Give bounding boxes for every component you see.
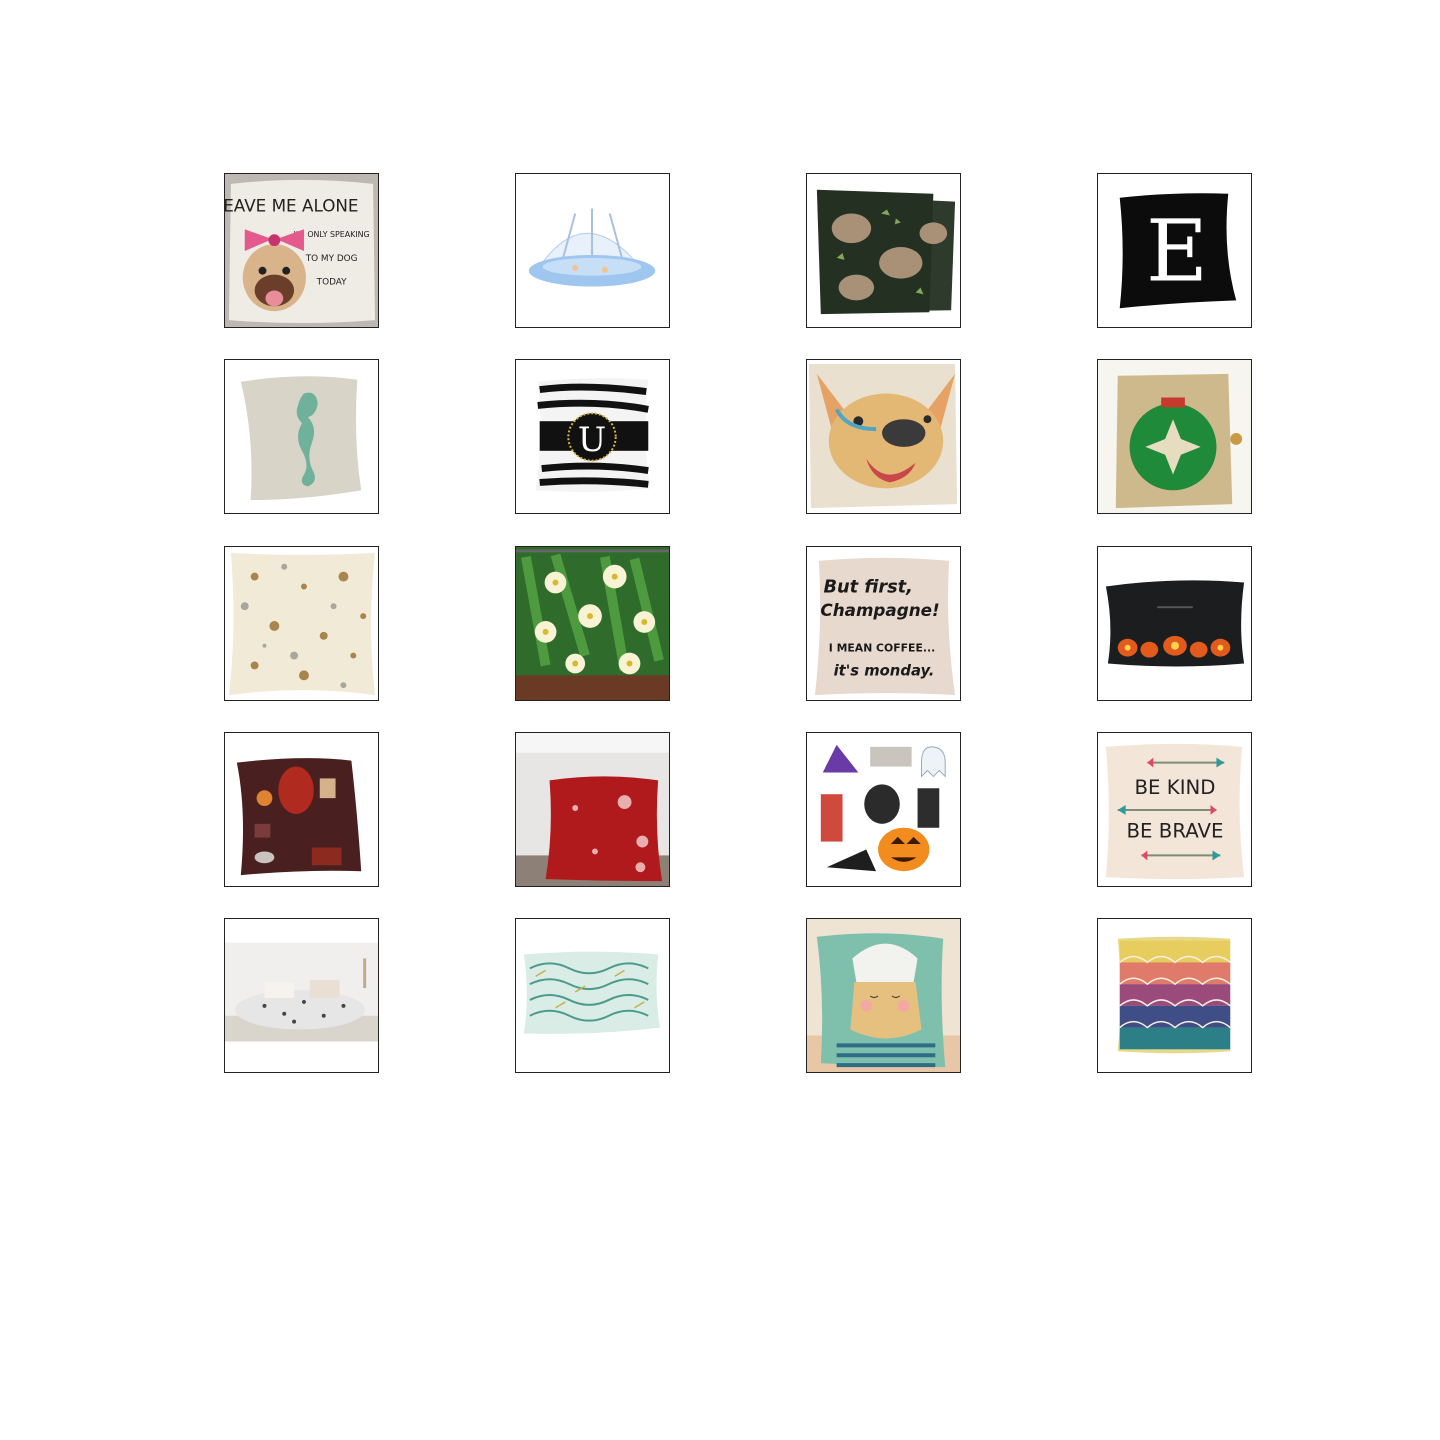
champagne-quote-pillow-icon: But first, Champagne! I MEAN COFFEE... i… <box>807 547 960 700</box>
monogram-letter: U <box>578 420 606 459</box>
product-tile-15[interactable] <box>806 732 961 887</box>
product-tile-14[interactable] <box>515 732 670 887</box>
product-tile-2[interactable] <box>515 173 670 328</box>
sequin-ornament-pillow-icon <box>1098 360 1251 513</box>
pillow-line: TODAY <box>316 278 347 288</box>
pillow-headline: But first, <box>824 577 913 597</box>
pillow-headline: BE KIND <box>1134 776 1215 799</box>
monogram-letter: E <box>1146 203 1208 302</box>
product-tile-8[interactable] <box>1097 359 1252 514</box>
leaf-lumbar-pillow-icon <box>516 919 669 1072</box>
terrazzo-pillow-icon <box>225 547 378 700</box>
halloween-lumbar-pillow-icon <box>1098 547 1251 700</box>
halloween-stickers-icon <box>807 733 960 886</box>
moroccan-ombre-pillow-icon <box>1098 919 1251 1072</box>
pillow-line: TO MY DOG <box>305 254 358 264</box>
product-tile-3[interactable] <box>806 173 961 328</box>
french-bulldog-pillow-icon <box>807 360 960 513</box>
pillow-line: I MEAN COFFEE... <box>829 642 935 655</box>
be-kind-be-brave-pillow-icon: BE KIND BE BRAVE <box>1098 733 1251 886</box>
product-tile-6[interactable]: U <box>515 359 670 514</box>
product-tile-20[interactable] <box>1097 918 1252 1073</box>
letter-e-pillow-icon: E <box>1098 174 1251 327</box>
product-tile-9[interactable] <box>224 546 379 701</box>
pillow-line: I'M ONLY SPEAKING <box>294 230 370 239</box>
bear-pattern-pillow-pair-icon <box>807 174 960 327</box>
halloween-maroon-pillow-icon <box>225 733 378 886</box>
bedding-set-icon <box>225 919 378 1072</box>
pillow-line: it's monday. <box>834 662 935 679</box>
product-tile-17[interactable] <box>224 918 379 1073</box>
product-tile-13[interactable] <box>224 732 379 887</box>
product-tile-18[interactable] <box>515 918 670 1073</box>
product-tile-5[interactable] <box>224 359 379 514</box>
seahorse-pillow-icon <box>225 360 378 513</box>
product-tile-12[interactable] <box>1097 546 1252 701</box>
product-tile-7[interactable] <box>806 359 961 514</box>
baby-mosquito-net-icon <box>516 174 669 327</box>
red-snowflake-pillow-icon <box>516 733 669 886</box>
product-tile-10[interactable] <box>515 546 670 701</box>
product-tile-11[interactable]: But first, Champagne! I MEAN COFFEE... i… <box>806 546 961 701</box>
product-tile-1[interactable]: LEAVE ME ALONE I'M ONLY SPEAKING TO MY D… <box>224 173 379 328</box>
zebra-monogram-pillow-icon: U <box>516 360 669 513</box>
pillow-headline: BE BRAVE <box>1127 820 1224 843</box>
pug-pillow-icon: LEAVE ME ALONE I'M ONLY SPEAKING TO MY D… <box>225 174 378 327</box>
pillow-headline: LEAVE ME ALONE <box>225 196 359 216</box>
product-tile-19[interactable] <box>806 918 961 1073</box>
pillow-headline: Champagne! <box>820 600 939 620</box>
product-tile-4[interactable]: E <box>1097 173 1252 328</box>
product-tile-16[interactable]: BE KIND BE BRAVE <box>1097 732 1252 887</box>
cartoon-face-pillow-icon <box>807 919 960 1072</box>
floral-curtain-icon <box>516 547 669 700</box>
